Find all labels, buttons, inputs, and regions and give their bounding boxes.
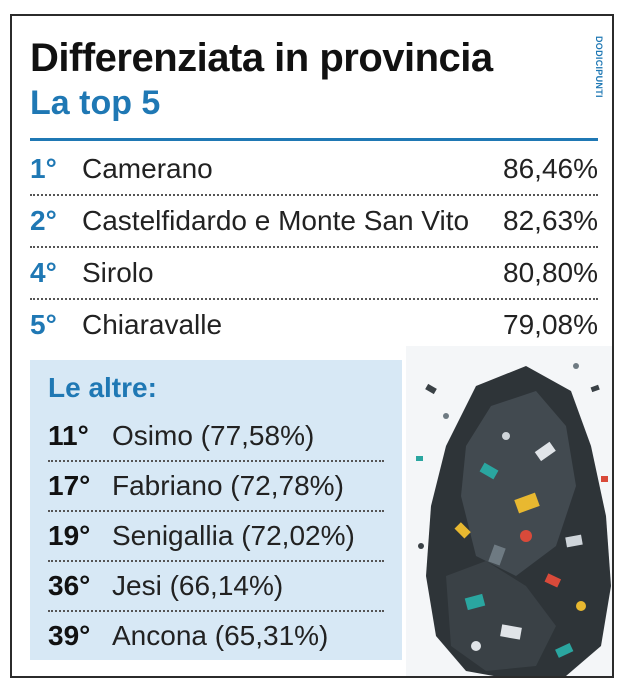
municipality-entry: Fabriano (72,78%) [112,470,344,501]
ranking-position: 5° [30,309,57,340]
municipality-name: Castelfidardo e Monte San Vito [82,205,470,236]
title-divider [30,138,598,141]
ranking-row: 4° Sirolo 80,80% [30,248,598,300]
credit-label: DODICIPUNTI [592,36,606,116]
list-item: 11° Osimo (77,58%) [48,412,384,462]
others-title: Le altre: [48,372,157,403]
others-list: 11° Osimo (77,58%) 17° Fabriano (72,78%)… [48,412,384,660]
ranking-position: 39° [48,620,91,651]
municipality-name: Sirolo [82,257,154,288]
ranking-row: 2° Castelfidardo e Monte San Vito 82,63% [30,196,598,248]
infographic-frame: Differenziata in provincia La top 5 DODI… [10,14,614,678]
municipality-entry: Ancona (65,31%) [112,620,329,651]
credit-text: DODICIPUNTI [594,36,604,98]
recycling-percentage: 82,63% [503,205,598,236]
ranking-position: 11° [48,420,89,451]
list-item: 39° Ancona (65,31%) [48,612,384,660]
ranking-row: 5° Chiaravalle 79,08% [30,300,598,350]
ranking-position: 2° [30,205,57,236]
municipality-entry: Osimo (77,58%) [112,420,315,451]
recycling-percentage: 79,08% [503,309,598,340]
page-subtitle: La top 5 [30,84,161,122]
municipality-entry: Jesi (66,14%) [112,570,284,601]
recycling-percentage: 86,46% [503,153,598,184]
waste-pile-illustration [406,346,612,676]
ranking-position: 1° [30,153,57,184]
ranking-position: 17° [48,470,91,501]
top-ranking-list: 1° Camerano 86,46% 2° Castelfidardo e Mo… [30,144,598,350]
list-item: 19° Senigallia (72,02%) [48,512,384,562]
list-item: 36° Jesi (66,14%) [48,562,384,612]
page-title: Differenziata in provincia [30,36,493,80]
ranking-row: 1° Camerano 86,46% [30,144,598,196]
others-panel: Le altre: 11° Osimo (77,58%) 17° Fabrian… [30,360,402,660]
list-item: 17° Fabriano (72,78%) [48,462,384,512]
municipality-entry: Senigallia (72,02%) [112,520,355,551]
municipality-name: Chiaravalle [82,309,223,340]
municipality-name: Camerano [82,153,213,184]
ranking-position: 19° [48,520,91,551]
recycling-percentage: 80,80% [503,257,598,288]
ranking-position: 4° [30,257,57,288]
ranking-position: 36° [48,570,91,601]
